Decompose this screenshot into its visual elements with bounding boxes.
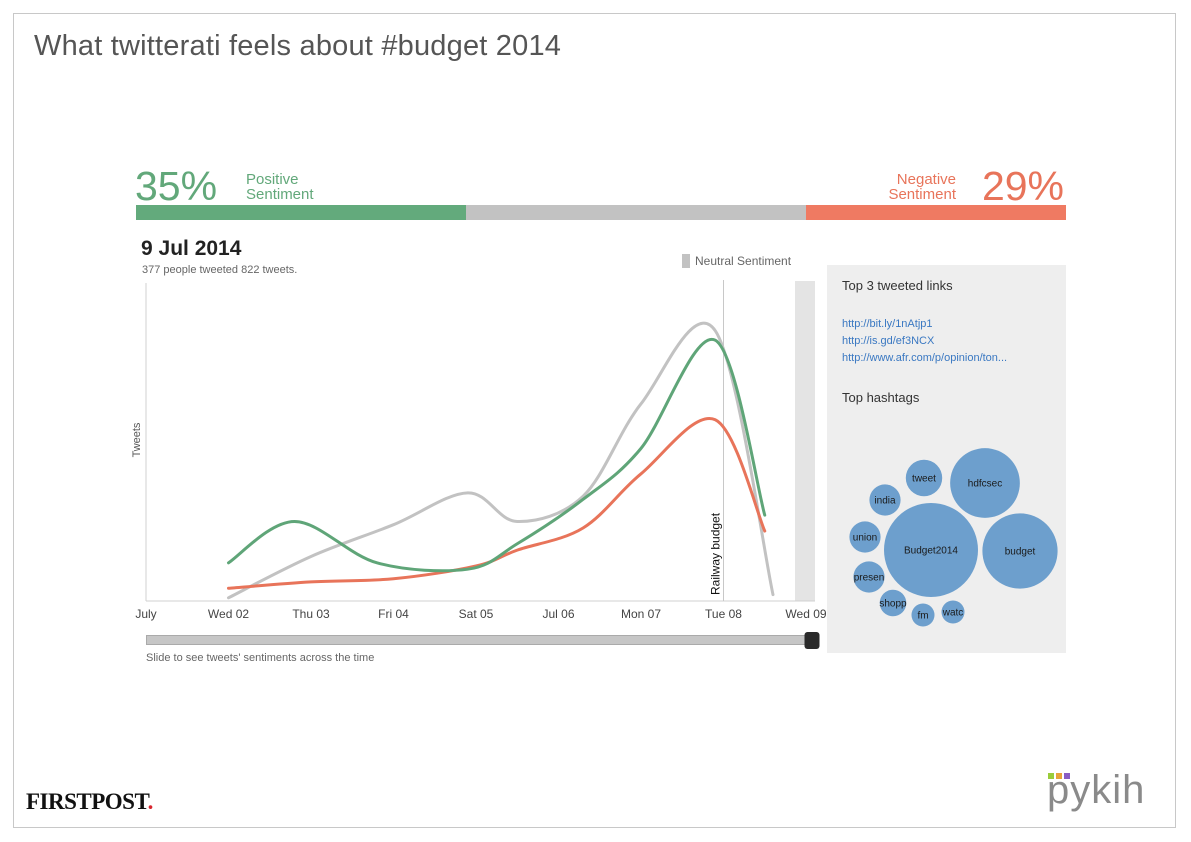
selected-date: 9 Jul 2014 bbox=[141, 237, 242, 260]
hashtag-bubble-label: watc bbox=[942, 608, 964, 619]
x-tick-label: Tue 08 bbox=[705, 607, 742, 621]
series-line-negative bbox=[227, 416, 767, 590]
positive-label: Positive Sentiment bbox=[246, 172, 314, 202]
hashtag-bubble-label: tweet bbox=[912, 474, 936, 485]
hashtag-bubble[interactable] bbox=[884, 503, 978, 597]
pykih-logo: pykih bbox=[1045, 764, 1165, 812]
top-link-3[interactable]: http://www.afr.com/p/opinion/ton... bbox=[842, 352, 1008, 364]
hashtag-bubble-label: budget bbox=[1005, 547, 1036, 558]
hashtag-bubble-label: fm bbox=[917, 611, 928, 622]
slider-track[interactable] bbox=[146, 635, 812, 645]
hashtag-bubble-label: presen bbox=[854, 573, 885, 584]
negative-label-line2: Sentiment bbox=[888, 186, 956, 203]
neutral-bar bbox=[466, 205, 806, 220]
top-hashtags-title: Top hashtags bbox=[842, 390, 920, 405]
top-links-title: Top 3 tweeted links bbox=[842, 278, 953, 293]
pykih-logo-dot bbox=[1048, 773, 1054, 779]
sentiment-line-chart: Tweets July Wed 02 Thu 03 Fri 04 Sat 05 Jul 06… bbox=[131, 280, 827, 621]
slider-caption: Slide to see tweets' sentiments across t… bbox=[146, 652, 375, 664]
annotation-label: Railway budget bbox=[709, 512, 723, 595]
negative-percent: 29% bbox=[981, 163, 1064, 209]
negative-label: Negative Sentiment bbox=[888, 172, 956, 202]
pykih-logo-text: pykih bbox=[1047, 768, 1146, 812]
positive-percent: 35% bbox=[135, 163, 218, 209]
positive-label-line2: Sentiment bbox=[246, 186, 314, 203]
hashtag-bubble[interactable] bbox=[853, 561, 885, 593]
side-panel: Top 3 tweeted links http://bit.ly/1nAtjp… bbox=[827, 265, 1066, 653]
negative-label-line1: Negative bbox=[896, 171, 956, 188]
firstpost-logo-dot: . bbox=[147, 789, 154, 814]
x-tick-label: Mon 07 bbox=[621, 607, 661, 621]
hashtag-bubble[interactable] bbox=[869, 484, 901, 516]
pykih-logo-dots bbox=[1048, 766, 1072, 784]
hashtag-bubble-label: union bbox=[853, 533, 877, 544]
hashtag-bubble-label: shopp bbox=[879, 599, 907, 610]
positive-bar bbox=[136, 205, 466, 220]
top-link-2[interactable]: http://is.gd/ef3NCX bbox=[842, 335, 935, 347]
x-tick-label: Fri 04 bbox=[378, 607, 409, 621]
pykih-logo-dot bbox=[1056, 773, 1062, 779]
top-link-1[interactable]: http://bit.ly/1nAtjp1 bbox=[842, 318, 933, 330]
firstpost-logo-text: FIRSTPOST bbox=[26, 789, 148, 814]
hashtag-bubble[interactable] bbox=[941, 600, 965, 624]
x-tick-label: Wed 02 bbox=[208, 607, 249, 621]
slider-handle[interactable] bbox=[804, 632, 820, 649]
x-tick-label: Sat 05 bbox=[459, 607, 494, 621]
hashtag-bubble[interactable] bbox=[905, 459, 943, 497]
hashtag-bubble-chart: Budget2014 budget hdfcsec tweet india union pr… bbox=[849, 448, 1058, 627]
hashtag-bubble[interactable] bbox=[849, 521, 881, 553]
pykih-logo-dot bbox=[1064, 773, 1070, 779]
negative-bar bbox=[806, 205, 1066, 220]
hashtag-bubble[interactable] bbox=[950, 448, 1020, 518]
neutral-legend-label: Neutral Sentiment bbox=[695, 254, 792, 268]
x-tick-label: July bbox=[135, 607, 156, 621]
neutral-legend-swatch bbox=[682, 254, 690, 268]
series-line-positive bbox=[227, 337, 767, 573]
x-tick-label: Jul 06 bbox=[542, 607, 574, 621]
time-slider[interactable] bbox=[146, 632, 820, 649]
x-tick-label: Thu 03 bbox=[292, 607, 330, 621]
hashtag-bubble-label: Budget2014 bbox=[904, 546, 958, 557]
current-period-band bbox=[795, 281, 815, 601]
series-line-neutral bbox=[227, 321, 775, 600]
hashtag-bubble[interactable] bbox=[879, 589, 907, 617]
page-title: What twitterati feels about #budget 2014 bbox=[34, 30, 562, 62]
hashtag-bubble-label: hdfcsec bbox=[968, 479, 1002, 490]
y-axis-label: Tweets bbox=[131, 422, 143, 457]
top-links-list: http://bit.ly/1nAtjp1 http://is.gd/ef3NC… bbox=[842, 316, 1007, 367]
hashtag-bubble-label: india bbox=[874, 496, 896, 507]
positive-label-line1: Positive bbox=[246, 171, 299, 188]
hashtag-bubble[interactable] bbox=[911, 603, 935, 627]
x-tick-label: Wed 09 bbox=[785, 607, 826, 621]
neutral-legend: Neutral Sentiment bbox=[682, 254, 791, 268]
tweet-summary: 377 people tweeted 822 tweets. bbox=[142, 264, 298, 276]
hashtag-bubble[interactable] bbox=[982, 513, 1058, 589]
firstpost-logo: FIRSTPOST. bbox=[26, 789, 153, 815]
